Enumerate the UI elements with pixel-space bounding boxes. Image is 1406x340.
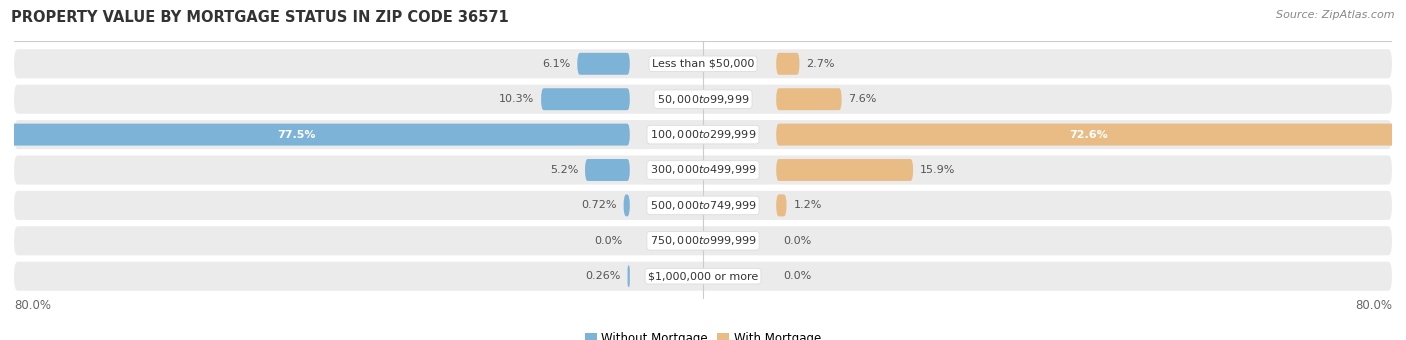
FancyBboxPatch shape [0,124,630,146]
Text: $500,000 to $749,999: $500,000 to $749,999 [650,199,756,212]
Text: $300,000 to $499,999: $300,000 to $499,999 [650,164,756,176]
FancyBboxPatch shape [541,88,630,110]
Text: 80.0%: 80.0% [14,299,51,312]
Text: 6.1%: 6.1% [543,59,571,69]
FancyBboxPatch shape [776,194,786,216]
FancyBboxPatch shape [14,85,1392,114]
Text: 15.9%: 15.9% [920,165,956,175]
Text: Source: ZipAtlas.com: Source: ZipAtlas.com [1277,10,1395,20]
FancyBboxPatch shape [627,265,630,287]
Text: 72.6%: 72.6% [1070,130,1108,140]
Text: 0.26%: 0.26% [585,271,620,281]
FancyBboxPatch shape [624,194,630,216]
FancyBboxPatch shape [776,124,1402,146]
Text: 0.0%: 0.0% [783,236,811,246]
Text: 2.7%: 2.7% [807,59,835,69]
FancyBboxPatch shape [578,53,630,75]
Text: 10.3%: 10.3% [499,94,534,104]
Legend: Without Mortgage, With Mortgage: Without Mortgage, With Mortgage [581,328,825,340]
Text: 7.6%: 7.6% [849,94,877,104]
FancyBboxPatch shape [776,159,912,181]
Text: 77.5%: 77.5% [277,130,315,140]
Text: $1,000,000 or more: $1,000,000 or more [648,271,758,281]
FancyBboxPatch shape [585,159,630,181]
Text: $50,000 to $99,999: $50,000 to $99,999 [657,93,749,106]
Text: $100,000 to $299,999: $100,000 to $299,999 [650,128,756,141]
Text: PROPERTY VALUE BY MORTGAGE STATUS IN ZIP CODE 36571: PROPERTY VALUE BY MORTGAGE STATUS IN ZIP… [11,10,509,25]
Text: 5.2%: 5.2% [550,165,578,175]
Text: Less than $50,000: Less than $50,000 [652,59,754,69]
Text: 1.2%: 1.2% [793,200,821,210]
FancyBboxPatch shape [14,262,1392,291]
Text: 0.0%: 0.0% [595,236,623,246]
FancyBboxPatch shape [14,226,1392,255]
Text: 0.72%: 0.72% [581,200,617,210]
FancyBboxPatch shape [776,88,842,110]
FancyBboxPatch shape [14,155,1392,185]
Text: 80.0%: 80.0% [1355,299,1392,312]
FancyBboxPatch shape [776,53,800,75]
FancyBboxPatch shape [14,120,1392,149]
FancyBboxPatch shape [14,191,1392,220]
FancyBboxPatch shape [14,49,1392,78]
Text: $750,000 to $999,999: $750,000 to $999,999 [650,234,756,247]
Text: 0.0%: 0.0% [783,271,811,281]
